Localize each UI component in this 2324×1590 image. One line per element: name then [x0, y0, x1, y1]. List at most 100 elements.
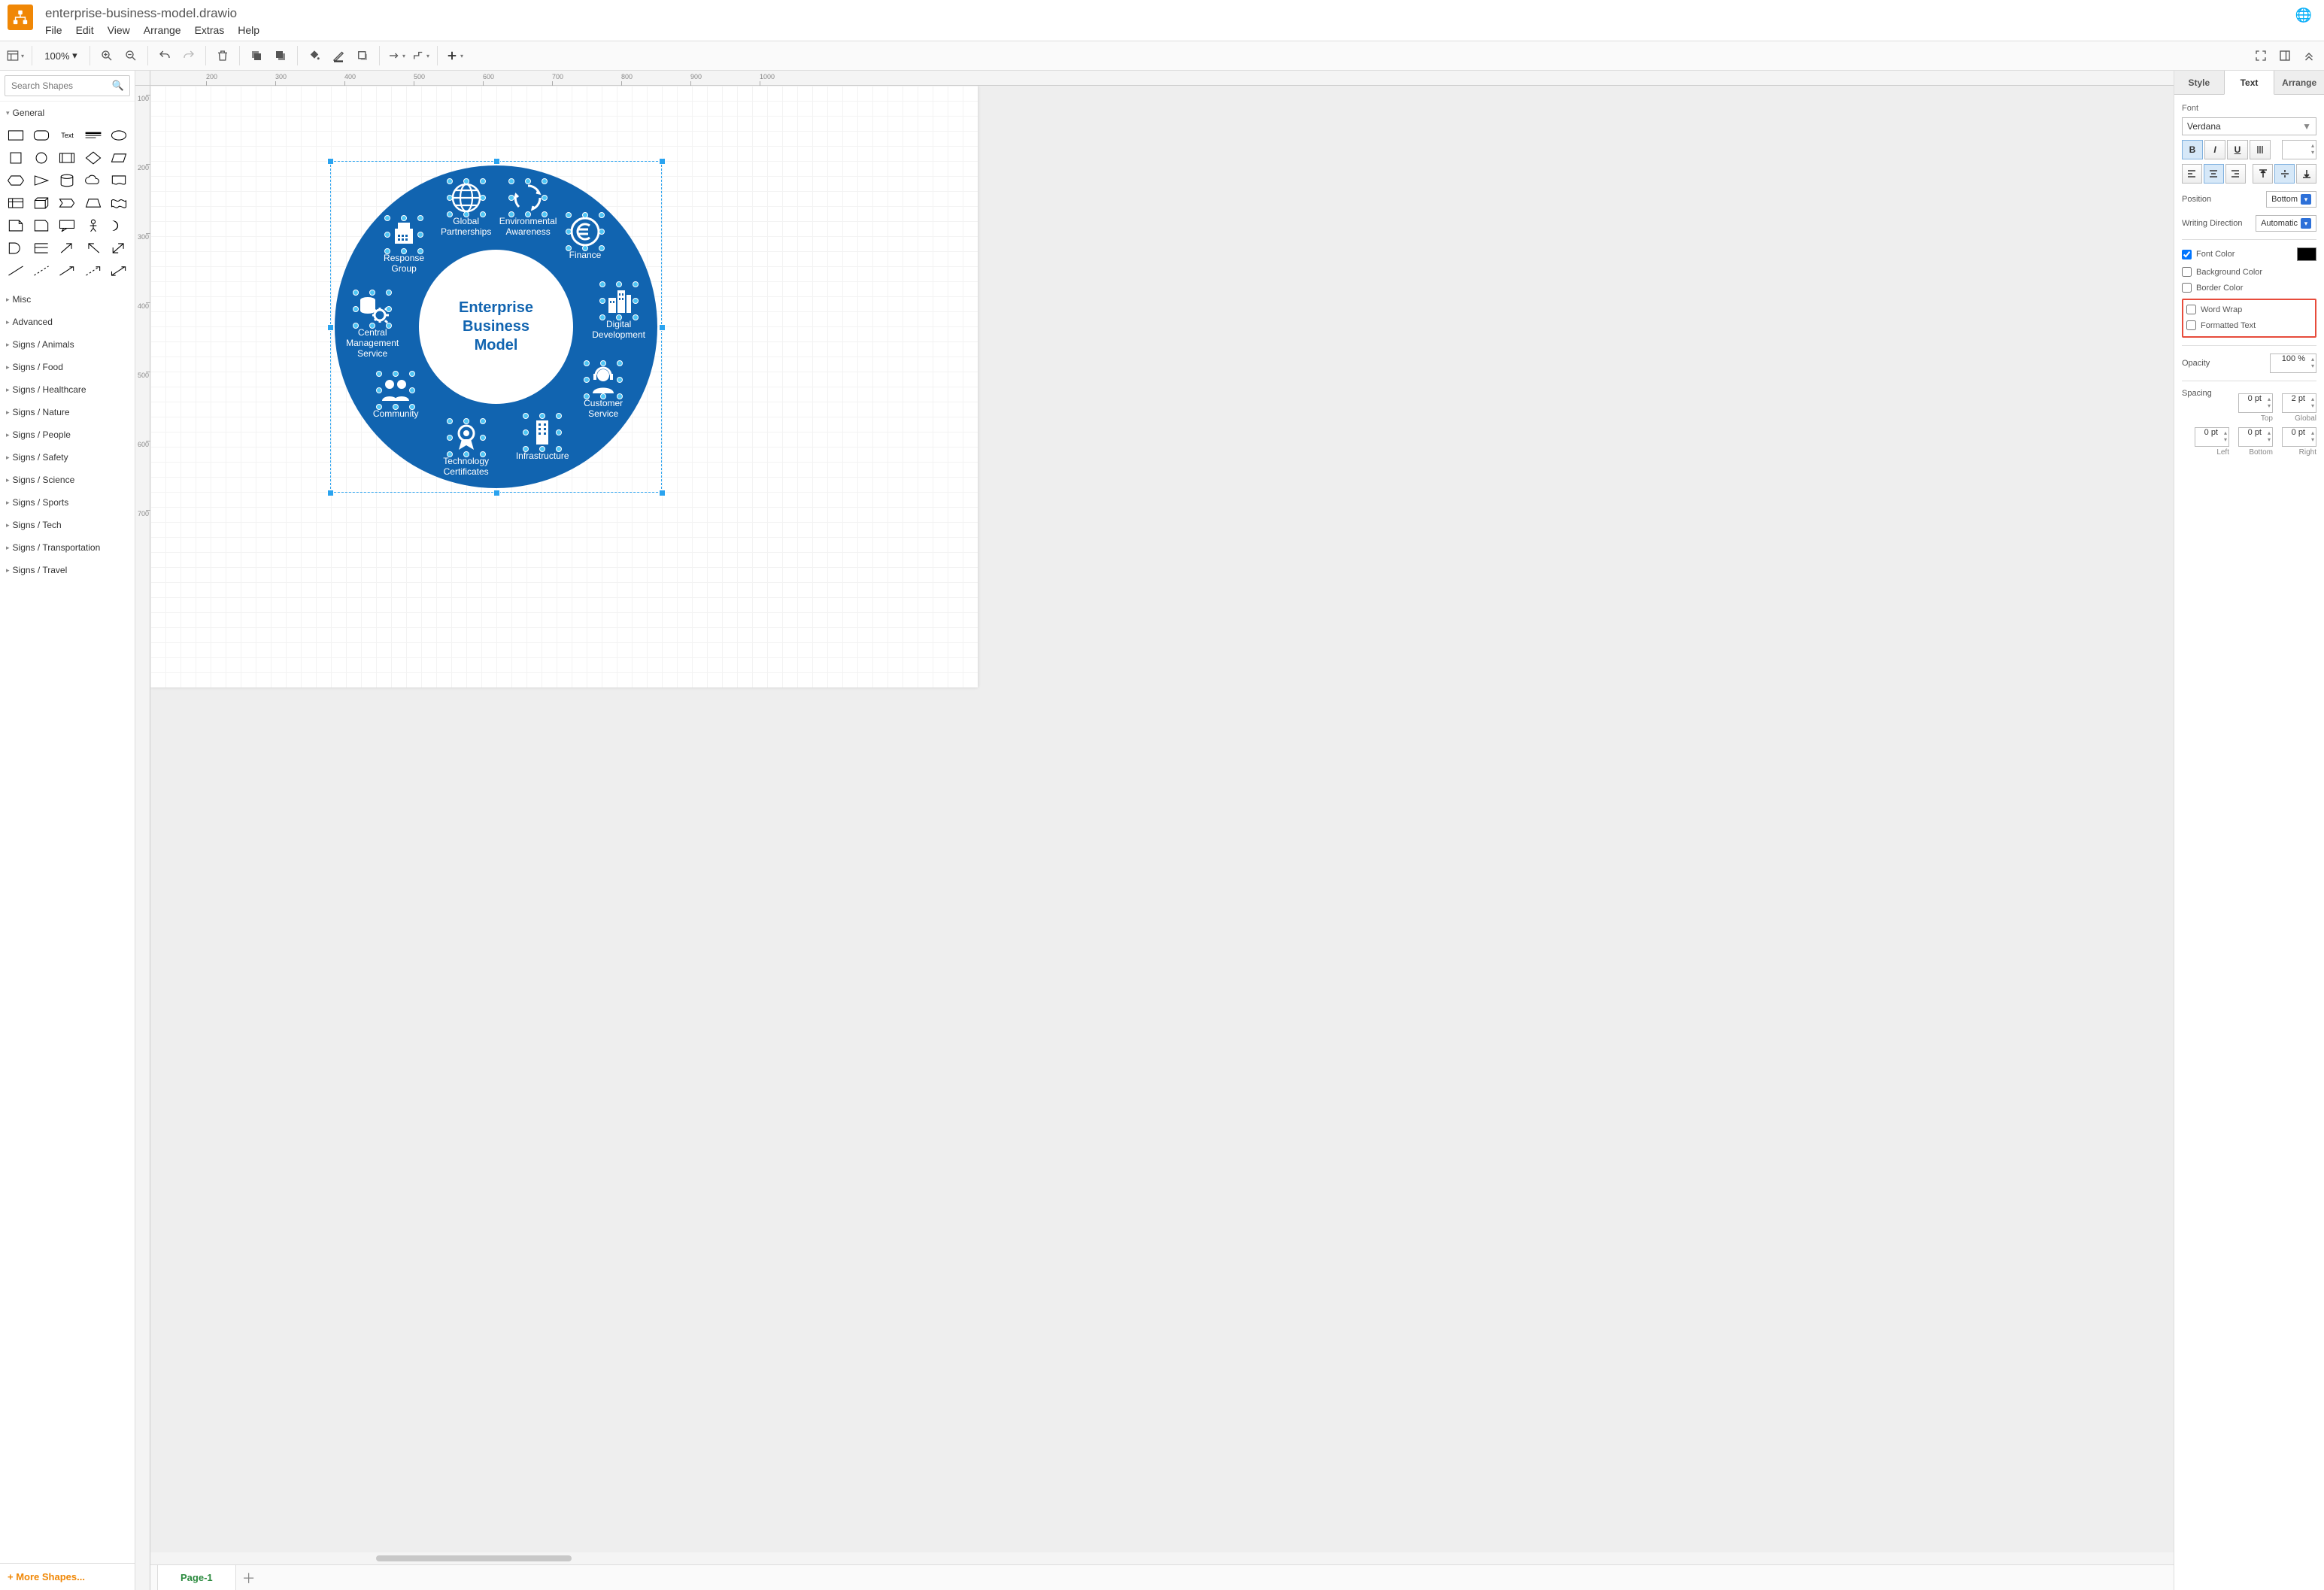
writing-dir-select[interactable]: Automatic▾	[2256, 215, 2316, 232]
shape-ellipse[interactable]	[108, 126, 130, 145]
shape-process[interactable]	[56, 148, 78, 168]
insert-icon[interactable]	[444, 45, 465, 66]
spacing-left-input[interactable]: 0 pt▴▾	[2195, 427, 2229, 447]
shape-internal[interactable]	[5, 193, 27, 213]
zoom-level[interactable]: 100% ▾	[38, 47, 83, 65]
valign-bottom-button[interactable]	[2296, 164, 2316, 184]
align-right-button[interactable]	[2225, 164, 2246, 184]
format-panel-icon[interactable]	[2274, 45, 2295, 66]
category-signs-science[interactable]: Signs / Science	[0, 469, 135, 491]
to-front-icon[interactable]	[246, 45, 267, 66]
ring-item-headset[interactable]: CustomerService	[558, 363, 648, 419]
font-family-select[interactable]: Verdana▼	[2182, 117, 2316, 135]
shape-line-arrow3[interactable]	[108, 261, 130, 281]
opacity-input[interactable]: 100 %▴▾	[2270, 354, 2316, 373]
align-left-button[interactable]	[2182, 164, 2202, 184]
italic-button[interactable]: I	[2204, 140, 2225, 159]
position-select[interactable]: Bottom▾	[2266, 191, 2316, 208]
shape-parallelogram[interactable]	[108, 148, 130, 168]
shape-bidir[interactable]	[108, 238, 130, 258]
horizontal-scrollbar[interactable]	[150, 1552, 2174, 1564]
category-general[interactable]: General	[0, 102, 135, 124]
shape-datastore[interactable]	[30, 238, 53, 258]
shape-cube[interactable]	[30, 193, 53, 213]
search-icon[interactable]: 🔍	[112, 80, 124, 92]
ring-item-city[interactable]: DigitalDevelopment	[574, 284, 664, 340]
word-wrap-checkbox[interactable]	[2186, 305, 2196, 314]
undo-icon[interactable]	[154, 45, 175, 66]
formatted-text-checkbox[interactable]	[2186, 320, 2196, 330]
zoom-in-icon[interactable]	[96, 45, 117, 66]
category-advanced[interactable]: Advanced	[0, 311, 135, 333]
shape-document[interactable]	[108, 171, 130, 190]
menu-help[interactable]: Help	[238, 24, 259, 36]
shape-line-solid[interactable]	[5, 261, 27, 281]
spacing-right-input[interactable]: 0 pt▴▾	[2282, 427, 2316, 447]
category-signs-sports[interactable]: Signs / Sports	[0, 491, 135, 514]
ring-item-euro[interactable]: Finance	[540, 215, 630, 260]
bold-button[interactable]: B	[2182, 140, 2203, 159]
shape-arrow-ne[interactable]	[56, 238, 78, 258]
delete-icon[interactable]	[212, 45, 233, 66]
shape-callout[interactable]	[56, 216, 78, 235]
category-signs-healthcare[interactable]: Signs / Healthcare	[0, 378, 135, 401]
shape-line-dashed[interactable]	[30, 261, 53, 281]
more-shapes-link[interactable]: + More Shapes...	[8, 1571, 85, 1582]
view-mode-button[interactable]	[5, 45, 26, 66]
font-color-swatch[interactable]	[2297, 247, 2316, 261]
vertical-text-button[interactable]	[2250, 140, 2271, 159]
valign-middle-button[interactable]	[2274, 164, 2295, 184]
collapse-icon[interactable]	[2298, 45, 2319, 66]
shape-cloud[interactable]	[82, 171, 105, 190]
align-center-button[interactable]	[2204, 164, 2224, 184]
shape-actor[interactable]	[82, 216, 105, 235]
menu-view[interactable]: View	[108, 24, 130, 36]
shape-roundrect[interactable]	[30, 126, 53, 145]
to-back-icon[interactable]	[270, 45, 291, 66]
underline-button[interactable]: U	[2227, 140, 2248, 159]
category-signs-tech[interactable]: Signs / Tech	[0, 514, 135, 536]
category-signs-people[interactable]: Signs / People	[0, 423, 135, 446]
fullscreen-icon[interactable]	[2250, 45, 2271, 66]
shape-trapezoid[interactable]	[82, 193, 105, 213]
tab-style[interactable]: Style	[2174, 71, 2224, 95]
spacing-bottom-input[interactable]: 0 pt▴▾	[2238, 427, 2273, 447]
tab-arrange[interactable]: Arrange	[2274, 71, 2324, 95]
center-title[interactable]: EnterpriseBusinessModel	[436, 299, 557, 355]
category-signs-food[interactable]: Signs / Food	[0, 356, 135, 378]
shape-line-arrow1[interactable]	[56, 261, 78, 281]
ring-item-ribbon[interactable]: TechnologyCertificates	[421, 421, 511, 477]
category-signs-nature[interactable]: Signs / Nature	[0, 401, 135, 423]
category-signs-safety[interactable]: Signs / Safety	[0, 446, 135, 469]
shape-or[interactable]	[108, 216, 130, 235]
ring-item-gear-db[interactable]: CentralManagementService	[327, 293, 417, 359]
menu-extras[interactable]: Extras	[195, 24, 225, 36]
line-color-icon[interactable]	[328, 45, 349, 66]
shape-diamond[interactable]	[82, 148, 105, 168]
shape-square[interactable]	[5, 148, 27, 168]
waypoint-icon[interactable]	[410, 45, 431, 66]
app-logo[interactable]	[8, 5, 33, 30]
category-signs-transportation[interactable]: Signs / Transportation	[0, 536, 135, 559]
ring-item-people[interactable]: Community	[350, 374, 441, 419]
drawing-page[interactable]: EnterpriseBusinessModelGlobalPartnership…	[150, 86, 978, 687]
shape-cylinder[interactable]	[56, 171, 78, 190]
background-color-checkbox[interactable]	[2182, 267, 2192, 277]
shape-arrow-nw[interactable]	[82, 238, 105, 258]
menu-edit[interactable]: Edit	[76, 24, 94, 36]
redo-icon[interactable]	[178, 45, 199, 66]
canvas-scroll[interactable]: EnterpriseBusinessModelGlobalPartnership…	[150, 86, 2174, 1564]
valign-top-button[interactable]	[2253, 164, 2273, 184]
category-signs-travel[interactable]: Signs / Travel	[0, 559, 135, 581]
shape-line-arrow2[interactable]	[82, 261, 105, 281]
shape-tape[interactable]	[108, 193, 130, 213]
tab-text[interactable]: Text	[2224, 71, 2275, 95]
menu-arrange[interactable]: Arrange	[144, 24, 181, 36]
connection-icon[interactable]	[386, 45, 407, 66]
add-page-icon[interactable]: ＋	[236, 1565, 262, 1590]
menu-file[interactable]: File	[45, 24, 62, 36]
shape-textbox[interactable]	[82, 126, 105, 145]
zoom-out-icon[interactable]	[120, 45, 141, 66]
category-misc[interactable]: Misc	[0, 288, 135, 311]
border-color-checkbox[interactable]	[2182, 283, 2192, 293]
